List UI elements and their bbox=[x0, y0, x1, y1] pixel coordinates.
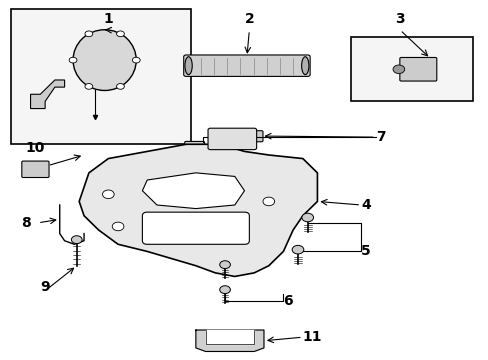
Polygon shape bbox=[30, 80, 64, 109]
Text: 8: 8 bbox=[21, 216, 30, 230]
Bar bbox=[11, 9, 191, 144]
Circle shape bbox=[69, 57, 77, 63]
Ellipse shape bbox=[301, 57, 308, 75]
Circle shape bbox=[112, 222, 123, 231]
Circle shape bbox=[263, 197, 274, 206]
Text: 1: 1 bbox=[103, 12, 113, 26]
Circle shape bbox=[392, 65, 404, 73]
FancyBboxPatch shape bbox=[207, 128, 256, 150]
Ellipse shape bbox=[184, 57, 192, 75]
FancyBboxPatch shape bbox=[22, 161, 49, 177]
Circle shape bbox=[219, 261, 230, 269]
FancyBboxPatch shape bbox=[183, 55, 309, 76]
Circle shape bbox=[132, 57, 140, 63]
Circle shape bbox=[116, 84, 124, 89]
Polygon shape bbox=[142, 173, 244, 208]
FancyBboxPatch shape bbox=[399, 58, 436, 81]
Circle shape bbox=[291, 246, 303, 254]
Polygon shape bbox=[196, 330, 264, 351]
Text: 5: 5 bbox=[361, 244, 370, 258]
Text: 9: 9 bbox=[40, 280, 50, 294]
Circle shape bbox=[85, 31, 93, 37]
Circle shape bbox=[85, 84, 93, 89]
Polygon shape bbox=[79, 144, 317, 276]
Text: 7: 7 bbox=[375, 130, 385, 144]
Text: 6: 6 bbox=[283, 294, 292, 309]
Text: 11: 11 bbox=[302, 330, 322, 344]
Text: 2: 2 bbox=[244, 12, 254, 26]
FancyBboxPatch shape bbox=[184, 141, 204, 153]
Circle shape bbox=[71, 236, 82, 244]
Bar bbox=[351, 37, 472, 102]
Text: 4: 4 bbox=[361, 198, 370, 212]
Ellipse shape bbox=[73, 30, 136, 90]
Circle shape bbox=[301, 213, 313, 222]
Polygon shape bbox=[205, 330, 254, 344]
FancyBboxPatch shape bbox=[243, 131, 263, 142]
FancyBboxPatch shape bbox=[142, 212, 249, 244]
Circle shape bbox=[116, 31, 124, 37]
Text: 10: 10 bbox=[26, 141, 45, 155]
Text: 3: 3 bbox=[394, 12, 404, 26]
Circle shape bbox=[219, 286, 230, 294]
Circle shape bbox=[102, 190, 114, 199]
